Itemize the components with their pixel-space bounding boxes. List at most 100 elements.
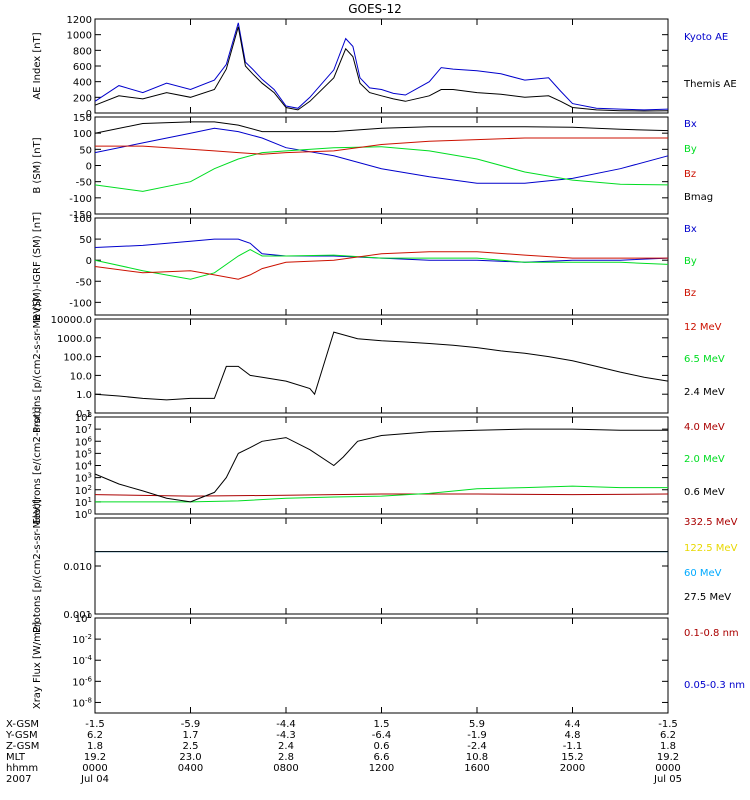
y-tick-label: 101 — [75, 496, 92, 509]
x-row-value: Jul 05 — [653, 774, 682, 785]
y-tick-label: 106 — [75, 435, 93, 448]
y-axis-label: Electrons [e/(cm2-s-sr)] — [32, 406, 43, 524]
y-tick-label: 105 — [75, 447, 92, 460]
panel-3: -100 -50 0 50 100 B (SM)-IGRF (SM) [nT] Bx By Bz — [32, 212, 697, 321]
x-row-value: 2.4 — [278, 741, 294, 752]
x-row-value: 15.2 — [561, 752, 583, 763]
x-row-value: 1600 — [464, 763, 489, 774]
x-row-label: Z-GSM — [6, 741, 39, 752]
panel-frame — [94, 217, 669, 316]
panel-frame — [94, 416, 669, 515]
y-axis-label: Protons [p/(cm2-s-sr-MeV)] — [32, 299, 43, 433]
legend-entry: 4.0 MeV — [684, 422, 725, 433]
y-tick-label: 50 — [79, 235, 92, 246]
x-row-value: -6.4 — [372, 730, 392, 741]
y-tick-label: 102 — [75, 484, 92, 497]
x-row-value: -5.9 — [181, 719, 201, 730]
x-row-value: 23.0 — [179, 752, 201, 763]
y-tick-label: 100 — [73, 129, 92, 140]
y-tick-label: 10-2 — [72, 633, 92, 646]
legend-entry: 122.5 MeV — [684, 543, 738, 554]
panel-7: 10-8 10-6 10-4 10-2 100 Xray Flux [W/m2] 0.1-0… — [32, 612, 745, 714]
x-row-value: -1.5 — [85, 719, 105, 730]
legend-entry: 0.1-0.8 nm — [684, 628, 739, 639]
panel-4: 0.1 1.0 10.0 100.0 1000.0 10000.0 Protons [p/(… — [32, 299, 725, 433]
legend-entry: 0.6 MeV — [684, 487, 725, 498]
y-tick-label: 200 — [73, 93, 92, 104]
x-row-value: -1.9 — [467, 730, 487, 741]
series-line-4-0-mev — [94, 493, 669, 497]
series-line-bx — [94, 127, 669, 184]
x-row-value: 1.8 — [87, 741, 103, 752]
x-row-value: 6.2 — [660, 730, 676, 741]
series-line-bx — [94, 238, 669, 263]
series-line-bz — [94, 251, 668, 280]
y-tick-label: 10-4 — [72, 654, 92, 667]
chart-title: GOES-12 — [348, 2, 402, 16]
legend-entry: Kyoto AE — [684, 32, 728, 43]
x-row-value: 5.9 — [469, 719, 485, 730]
legend-entry: 12 MeV — [684, 322, 722, 333]
panel-frame — [94, 18, 669, 114]
y-tick-label: 1000.0 — [57, 334, 92, 345]
y-tick-label: 50 — [79, 145, 92, 156]
y-tick-label: 100 — [75, 612, 92, 625]
y-axis-label: B (SM)-IGRF (SM) [nT] — [32, 212, 43, 321]
y-tick-label: 0 — [86, 162, 92, 173]
panel-2: -150 -100 -50 0 50 100 150 B (SM) [nT] Bx By Bz Bma… — [32, 113, 713, 221]
legend-entry: Bz — [684, 288, 696, 299]
x-row-value: 1.5 — [374, 719, 390, 730]
x-row-value: 0000 — [655, 763, 680, 774]
y-tick-label: 10000.0 — [51, 315, 92, 326]
legend-entry: 6.5 MeV — [684, 354, 725, 365]
x-row-value: 1.8 — [660, 741, 676, 752]
x-row-value: 19.2 — [657, 752, 679, 763]
legend-entry: Bz — [684, 169, 696, 180]
legend-entry: 2.4 MeV — [684, 387, 725, 398]
series-line-by — [94, 249, 669, 280]
y-tick-label: 108 — [75, 411, 92, 424]
y-tick-label: 10.0 — [70, 371, 92, 382]
y-tick-label: 1000 — [67, 31, 92, 42]
series-line-0-6-mev — [94, 428, 668, 503]
x-row-value: 4.4 — [565, 719, 581, 730]
y-tick-label: 0.1 — [76, 409, 92, 420]
x-row-value: 6.2 — [87, 730, 103, 741]
legend-entry: 0.05-0.3 nm — [684, 680, 745, 691]
y-tick-label: 1.0 — [76, 390, 92, 401]
legend-entry: By — [684, 256, 697, 267]
series-line-themis-ae — [94, 26, 669, 112]
x-row-value: 2000 — [560, 763, 585, 774]
series-line-bz — [95, 137, 668, 155]
y-tick-label: 10-6 — [72, 675, 92, 688]
x-row-value: -4.4 — [276, 719, 296, 730]
series-line-kyoto-ae — [94, 22, 669, 111]
x-row-value: 19.2 — [84, 752, 106, 763]
series-line-bmag — [94, 121, 669, 134]
x-row-value: 0.6 — [374, 741, 390, 752]
x-row-value: 0000 — [82, 763, 107, 774]
y-tick-label: 100.0 — [63, 353, 92, 364]
x-row-label: hhmm — [6, 763, 38, 774]
y-tick-label: 104 — [75, 460, 93, 473]
legend-entry: Bx — [684, 224, 697, 235]
panel-frame — [94, 617, 669, 714]
x-row-value: 0800 — [273, 763, 298, 774]
y-tick-label: 600 — [73, 62, 92, 73]
x-row-value: 10.8 — [466, 752, 488, 763]
y-axis-label: AE Index [nT] — [32, 32, 43, 99]
y-tick-label: 103 — [75, 472, 92, 485]
y-axis-label: Protons [p/(cm2-s-sr-MeV)] — [32, 499, 43, 633]
y-tick-label: 0.010 — [63, 562, 92, 573]
y-tick-label: -100 — [69, 194, 92, 205]
y-tick-label: -50 — [76, 178, 92, 189]
panel-frame — [94, 517, 669, 615]
x-row-value: 4.8 — [565, 730, 581, 741]
y-axis-label: Xray Flux [W/m2] — [32, 622, 43, 709]
x-row-label: MLT — [6, 752, 26, 763]
y-tick-label: -150 — [69, 210, 92, 221]
y-tick-label: 1200 — [67, 15, 92, 26]
x-row-label: X-GSM — [6, 719, 39, 730]
legend-entry: Bmag — [684, 192, 713, 203]
